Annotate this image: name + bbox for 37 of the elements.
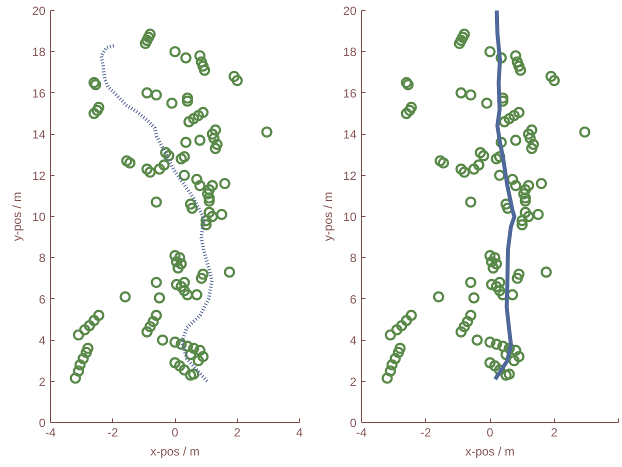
y-tick-label: 10 <box>32 210 46 224</box>
y-tick-label: 10 <box>343 210 357 224</box>
y-tick-label: 18 <box>32 45 46 60</box>
x-tick-label: -2 <box>107 426 118 440</box>
y-tick-label: 14 <box>32 128 46 142</box>
y-tick-label: 16 <box>343 86 357 100</box>
y-tick-label: 18 <box>343 45 357 60</box>
y-tick-label: 8 <box>38 251 46 266</box>
x-axis-title: x-pos / m <box>465 444 515 458</box>
y-tick-label: 12 <box>32 168 46 183</box>
x-axis-title: x-pos / m <box>150 444 200 458</box>
y-tick-label: 20 <box>343 4 357 18</box>
x-tick-label: -4 <box>356 426 368 440</box>
x-tick-label: -4 <box>45 426 56 440</box>
x-tick-label: 0 <box>486 426 494 440</box>
x-tick-label: 0 <box>172 426 179 440</box>
y-tick-label: 2 <box>350 374 357 389</box>
y-tick-label: 14 <box>343 128 357 142</box>
y-tick-label: 4 <box>350 334 357 348</box>
x-tick-label: -2 <box>420 426 432 440</box>
y-tick-label: 16 <box>32 86 46 100</box>
y-tick-label: 2 <box>38 374 46 389</box>
y-tick-label: 0 <box>38 416 46 430</box>
x-tick-label: 2 <box>550 426 558 440</box>
line-series <box>99 44 214 384</box>
x-tick-label: 4 <box>296 426 304 440</box>
x-tick-label: 2 <box>234 426 241 440</box>
line-series <box>493 10 516 382</box>
y-tick-label: 12 <box>343 168 357 183</box>
y-tick-label: 8 <box>350 251 357 266</box>
y-tick-label: 6 <box>350 292 357 306</box>
y-axis-title: y-pos / m <box>321 192 336 242</box>
y-tick-label: 0 <box>350 416 357 430</box>
y-axis-title: y-pos / m <box>10 192 24 242</box>
y-tick-label: 6 <box>38 292 46 306</box>
y-tick-label: 4 <box>38 334 46 348</box>
y-tick-label: 20 <box>32 4 46 18</box>
